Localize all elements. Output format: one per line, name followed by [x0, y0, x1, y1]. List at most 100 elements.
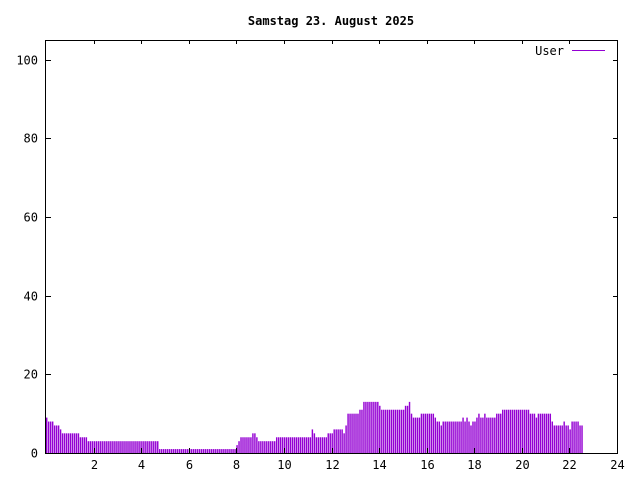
bar — [406, 405, 409, 453]
bar — [464, 421, 466, 453]
bar — [275, 437, 278, 453]
bar — [250, 437, 252, 453]
y-tick-label: 40 — [24, 290, 38, 304]
bar — [182, 449, 185, 453]
bar — [375, 401, 377, 453]
bar — [545, 413, 548, 453]
bar — [99, 441, 101, 453]
bar — [281, 437, 284, 453]
bar — [172, 449, 175, 453]
bar — [160, 449, 163, 453]
bar — [170, 449, 173, 453]
bar — [402, 409, 405, 453]
x-tick-label: 16 — [420, 458, 434, 472]
x-tick-label: 8 — [233, 458, 240, 472]
bar — [184, 449, 187, 453]
bar — [400, 409, 403, 453]
bar — [515, 409, 518, 453]
bar — [525, 409, 528, 453]
bar — [202, 449, 205, 453]
bar — [101, 441, 103, 453]
bar — [341, 429, 343, 453]
bar — [59, 429, 62, 453]
bar — [301, 437, 304, 453]
bar — [345, 425, 347, 453]
bar — [426, 413, 429, 453]
bar — [355, 413, 357, 453]
bar — [379, 405, 381, 453]
bar — [277, 437, 280, 453]
x-tick-label: 6 — [186, 458, 193, 472]
x-tick-label: 10 — [277, 458, 291, 472]
bar — [305, 437, 308, 453]
x-tick-label: 20 — [515, 458, 529, 472]
bar — [498, 413, 500, 453]
bar — [174, 449, 177, 453]
bar — [77, 433, 80, 453]
bar — [472, 421, 474, 453]
bar — [285, 437, 288, 453]
x-tick-label: 12 — [325, 458, 339, 472]
bar — [244, 437, 246, 453]
bar — [428, 413, 431, 453]
bar — [111, 441, 113, 453]
bar — [143, 441, 145, 453]
bar — [452, 421, 454, 453]
bar — [517, 409, 520, 453]
bar — [392, 409, 395, 453]
bar — [270, 441, 272, 453]
bar — [537, 413, 540, 453]
bar — [238, 441, 240, 453]
bar — [390, 409, 393, 453]
bar — [529, 413, 532, 453]
bar — [87, 441, 90, 453]
bar — [351, 413, 353, 453]
bar — [531, 413, 534, 453]
bar — [137, 441, 139, 453]
bar — [365, 401, 367, 453]
bar — [232, 449, 234, 453]
bar — [248, 437, 250, 453]
bar — [125, 441, 127, 453]
bar — [486, 417, 488, 453]
bar — [119, 441, 121, 453]
bar — [240, 437, 242, 453]
bar — [511, 409, 514, 453]
bar — [164, 449, 167, 453]
bar — [198, 449, 201, 453]
bar — [97, 441, 99, 453]
bar — [377, 401, 379, 453]
bar — [353, 413, 355, 453]
bar — [509, 409, 512, 453]
bar — [565, 425, 567, 453]
bar — [214, 449, 216, 453]
bar — [279, 437, 282, 453]
bar — [222, 449, 224, 453]
bar — [242, 437, 244, 453]
bar — [95, 441, 97, 453]
bar — [105, 441, 107, 453]
y-tick-label: 0 — [31, 447, 38, 461]
bar — [430, 413, 433, 453]
bar — [446, 421, 448, 453]
bar — [559, 425, 561, 453]
bar — [107, 441, 109, 453]
bar — [357, 413, 359, 453]
bar — [109, 441, 111, 453]
bar — [480, 417, 482, 453]
bar — [394, 409, 397, 453]
bar — [383, 409, 385, 453]
bar — [260, 441, 262, 453]
bar — [551, 421, 553, 453]
y-tick-label: 20 — [24, 368, 38, 382]
bar — [482, 417, 484, 453]
bar — [149, 441, 151, 453]
bar — [416, 417, 419, 453]
bar — [327, 433, 329, 453]
x-axis: 2 4 6 8 10 12 14 16 18 20 22 24 — [91, 40, 625, 472]
bar — [228, 449, 230, 453]
bar — [448, 421, 450, 453]
bar — [303, 437, 306, 453]
bar — [272, 441, 274, 453]
